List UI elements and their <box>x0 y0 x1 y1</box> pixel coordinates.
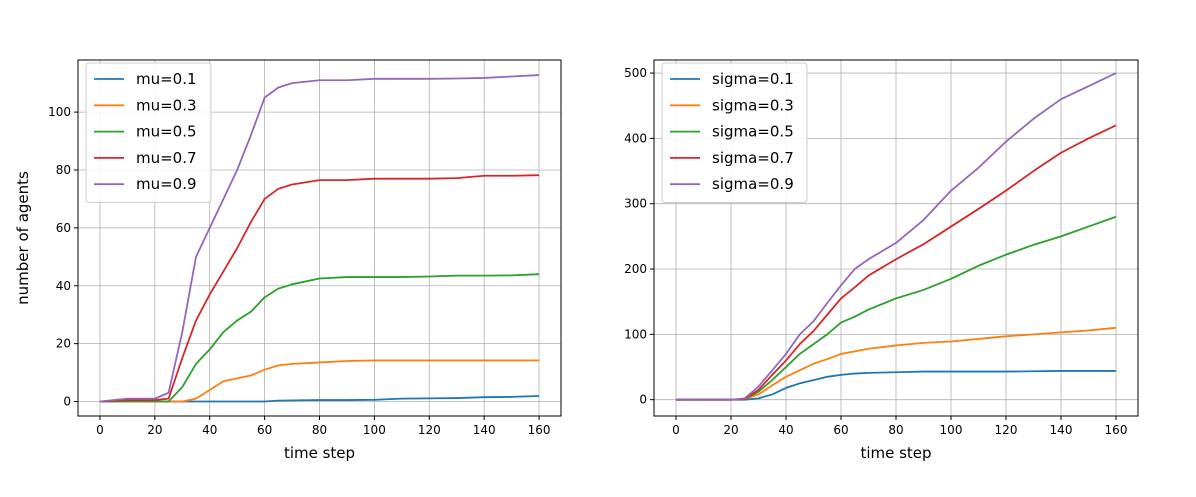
x-tick-label: 40 <box>778 423 793 437</box>
legend-label: mu=0.7 <box>136 149 197 167</box>
x-tick-label: 160 <box>1105 423 1128 437</box>
legend-label: mu=0.1 <box>136 70 197 88</box>
x-tick-label: 120 <box>995 423 1018 437</box>
grid <box>78 60 561 416</box>
series-lines <box>676 72 1117 401</box>
y-axis-label: number of agents <box>14 171 32 305</box>
y-tick-label: 0 <box>639 393 647 407</box>
series-line-mu=0.3 <box>99 359 540 403</box>
x-tick-label: 40 <box>202 423 217 437</box>
y-tick-label: 100 <box>48 105 71 119</box>
x-tick-label: 140 <box>1050 423 1073 437</box>
series-line-sigma=0.3 <box>676 326 1117 401</box>
y-tick-label: 0 <box>63 395 71 409</box>
y-tick-label: 200 <box>624 262 647 276</box>
x-tick-label: 120 <box>418 423 441 437</box>
legend-label: mu=0.9 <box>136 175 197 193</box>
x-tick-label: 80 <box>312 423 327 437</box>
legend: sigma=0.1 sigma=0.3 sigma=0.5 sigma=0.7 sigm… <box>661 62 808 203</box>
y-tick-label: 60 <box>56 221 71 235</box>
series-line-mu=0.5 <box>99 273 540 403</box>
x-tick-label: 160 <box>528 423 551 437</box>
series-line-sigma=0.1 <box>676 370 1116 401</box>
y-tick-label: 100 <box>624 327 647 341</box>
x-tick-label: 0 <box>96 423 104 437</box>
x-tick-label: 20 <box>147 423 162 437</box>
y-tick-label: 80 <box>56 163 71 177</box>
y-tick-label: 300 <box>624 197 647 211</box>
x-tick-label: 140 <box>473 423 496 437</box>
x-tick-label: 80 <box>888 423 903 437</box>
legend-label: mu=0.3 <box>136 96 197 114</box>
series-line-mu=0.7 <box>99 174 540 403</box>
y-tick-label: 40 <box>56 279 71 293</box>
y-ticks: 0 100 200 300 400 500 <box>624 66 654 407</box>
legend-label: sigma=0.1 <box>712 70 794 88</box>
legend-box <box>661 62 808 203</box>
y-tick-label: 20 <box>56 337 71 351</box>
legend-label: mu=0.5 <box>136 123 197 141</box>
y-ticks: 0 20 40 60 80 100 <box>48 105 78 409</box>
y-tick-label: 500 <box>624 66 647 80</box>
x-ticks: 0 20 40 60 80 100 120 140 160 <box>96 416 550 437</box>
legend-label: sigma=0.5 <box>712 123 794 141</box>
x-tick-label: 100 <box>363 423 386 437</box>
series-lines <box>99 74 540 403</box>
legend-label: sigma=0.7 <box>712 149 794 167</box>
series-line-sigma=0.7 <box>676 124 1117 401</box>
y-tick-label: 400 <box>624 131 647 145</box>
chart-left: 0 20 40 60 80 100 120 140 160 0 20 40 60 80 100 time st… <box>14 59 562 462</box>
series-line-mu=0.9 <box>99 74 540 403</box>
x-tick-label: 60 <box>257 423 272 437</box>
legend-box <box>85 62 212 203</box>
x-tick-label: 0 <box>672 423 680 437</box>
legend: mu=0.1 mu=0.3 mu=0.5 mu=0.7 mu=0.9 <box>85 62 212 203</box>
legend-label: sigma=0.9 <box>712 175 794 193</box>
x-axis-label: time step <box>860 444 931 462</box>
chart-right: 0 20 40 60 80 100 120 140 160 0 100 200 300 400 500 tim… <box>624 59 1139 462</box>
x-tick-label: 100 <box>940 423 963 437</box>
x-tick-label: 60 <box>833 423 848 437</box>
x-axis-label: time step <box>284 444 355 462</box>
series-line-sigma=0.9 <box>676 72 1117 401</box>
x-ticks: 0 20 40 60 80 100 120 140 160 <box>672 416 1127 437</box>
x-tick-label: 20 <box>723 423 738 437</box>
legend-label: sigma=0.3 <box>712 96 794 114</box>
